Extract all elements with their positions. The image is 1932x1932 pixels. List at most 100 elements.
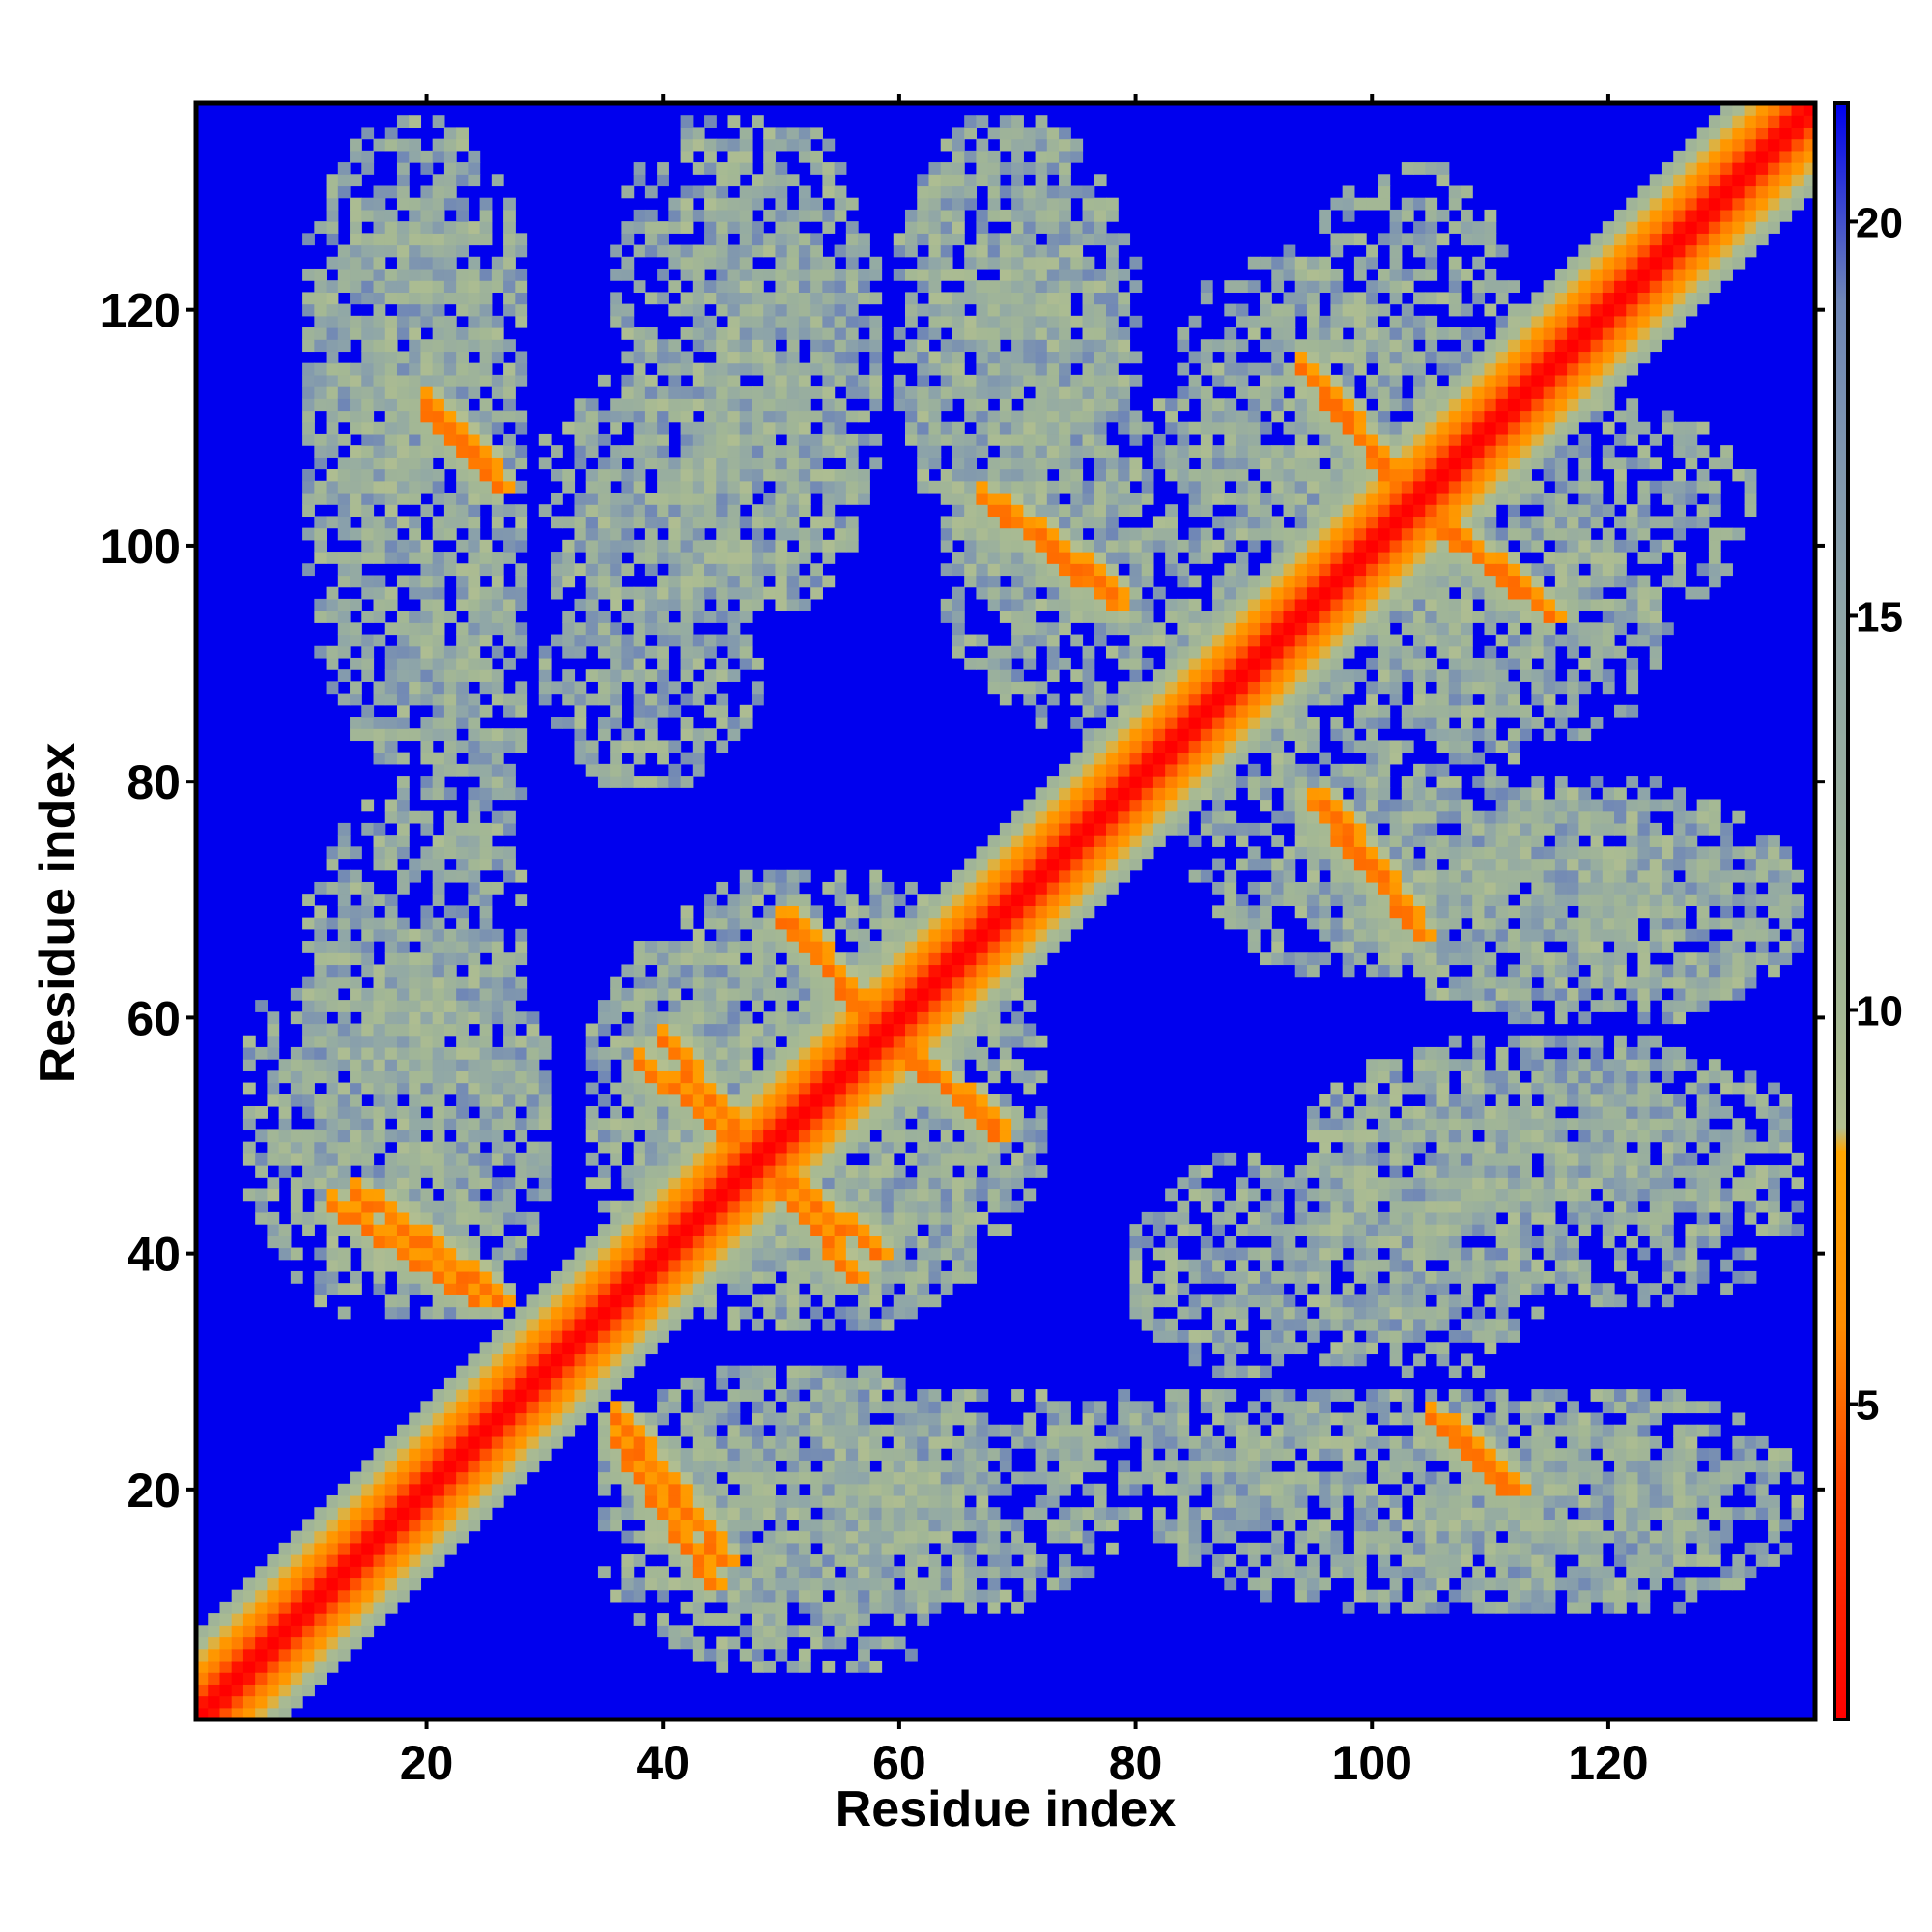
heatmap-cell (290, 1542, 303, 1555)
heatmap-cell (845, 1070, 859, 1084)
heatmap-cell (255, 1000, 268, 1012)
heatmap-cell (610, 1460, 623, 1473)
heatmap-cell (987, 1165, 1001, 1178)
heatmap-cell (940, 563, 953, 577)
heatmap-cell (716, 941, 729, 953)
heatmap-cell (610, 1424, 623, 1437)
heatmap-cell (373, 339, 386, 353)
heatmap-cell (409, 987, 422, 1001)
heatmap-cell (881, 1554, 895, 1567)
heatmap-cell (621, 327, 635, 340)
heatmap-cell (964, 480, 978, 494)
heatmap-cell (337, 869, 351, 883)
heatmap-cell (585, 1059, 599, 1071)
heatmap-cell (503, 1365, 516, 1378)
heatmap-cell (727, 1460, 741, 1473)
heatmap-cell (999, 846, 1012, 860)
heatmap-cell (786, 1483, 800, 1496)
heatmap-cell (373, 1601, 386, 1614)
heatmap-cell (976, 480, 989, 494)
heatmap-cell (468, 763, 481, 777)
heatmap-cell (515, 952, 528, 966)
heatmap-cell (834, 1519, 847, 1532)
heatmap-cell (657, 244, 669, 258)
heatmap-cell (657, 681, 669, 695)
heatmap-cell (739, 138, 753, 152)
heatmap-cell (384, 127, 398, 140)
heatmap-cell (326, 292, 339, 305)
heatmap-cell (574, 1365, 587, 1378)
heatmap-cell (633, 634, 646, 647)
heatmap-cell (242, 1707, 256, 1719)
heatmap-cell (727, 1177, 741, 1190)
heatmap-cell (491, 445, 504, 458)
heatmap-cell (928, 351, 942, 364)
heatmap-cell (668, 1094, 682, 1107)
heatmap-cell (468, 480, 481, 494)
heatmap-cell (384, 1294, 398, 1308)
heatmap-cell (692, 457, 705, 470)
heatmap-cell (680, 917, 694, 930)
heatmap-cell (964, 1046, 978, 1060)
heatmap-cell (751, 527, 764, 541)
heatmap-cell (680, 185, 694, 199)
heatmap-cell (716, 1247, 729, 1261)
heatmap-cell (786, 221, 800, 234)
heatmap-cell (739, 1377, 753, 1390)
heatmap-cell (940, 433, 953, 446)
heatmap-cell (644, 516, 658, 529)
heatmap-cell (278, 1152, 292, 1166)
heatmap-cell (692, 1082, 705, 1095)
heatmap-cell (834, 1424, 847, 1437)
heatmap-cell (964, 445, 978, 458)
heatmap-cell (858, 1660, 870, 1673)
heatmap-cell (657, 1141, 669, 1154)
heatmap-cell (491, 1435, 504, 1449)
heatmap-cell (987, 563, 1001, 577)
heatmap-cell (952, 552, 965, 564)
heatmap-cell (822, 987, 836, 1001)
heatmap-cell (692, 539, 705, 553)
heatmap-cell (350, 1035, 362, 1048)
heatmap-cell (384, 810, 398, 824)
heatmap-cell (456, 1259, 469, 1272)
heatmap-cell (337, 1046, 351, 1060)
heatmap-cell (468, 1141, 481, 1154)
heatmap-cell (987, 928, 1001, 942)
heatmap-cell (432, 327, 445, 340)
heatmap-cell (858, 1519, 870, 1532)
heatmap-cell (822, 362, 836, 376)
heatmap-cell (763, 1483, 777, 1496)
heatmap-cell (952, 1247, 965, 1261)
heatmap-cell (928, 1530, 942, 1544)
heatmap-cell (432, 763, 445, 777)
heatmap-cell (668, 1129, 682, 1143)
heatmap-cell (751, 1448, 764, 1461)
heatmap-cell (350, 1129, 362, 1143)
heatmap-cell (964, 1200, 978, 1213)
heatmap-cell (822, 1035, 836, 1048)
heatmap-cell (810, 1365, 823, 1378)
heatmap-cell (952, 185, 965, 199)
heatmap-cell (716, 1236, 729, 1249)
heatmap-cell (409, 1424, 422, 1437)
heatmap-cell (727, 1613, 741, 1626)
heatmap-cell (396, 917, 410, 930)
heatmap-cell (940, 1011, 953, 1025)
heatmap-cell (515, 1011, 528, 1025)
heatmap-cell (479, 917, 493, 930)
heatmap-cell (373, 1471, 386, 1485)
heatmap-cell (468, 1129, 481, 1143)
heatmap-cell (657, 1401, 669, 1414)
heatmap-cell (893, 1471, 906, 1485)
heatmap-cell (881, 1011, 895, 1025)
heatmap-cell (409, 575, 422, 588)
heatmap-cell (680, 469, 694, 482)
heatmap-cell (597, 669, 611, 682)
heatmap-cell (999, 669, 1012, 682)
heatmap-cell (337, 1141, 351, 1154)
heatmap-cell (881, 964, 895, 978)
heatmap-cell (893, 1566, 906, 1579)
heatmap-cell (751, 1494, 764, 1508)
heatmap-cell (644, 351, 658, 364)
